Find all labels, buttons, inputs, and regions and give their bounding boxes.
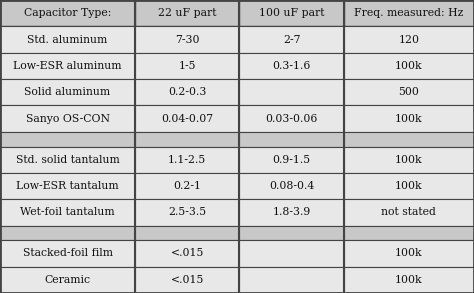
Text: 0.03-0.06: 0.03-0.06: [265, 114, 318, 124]
Text: 100k: 100k: [395, 61, 423, 71]
Bar: [135, 132, 239, 146]
Bar: [344, 79, 474, 105]
Bar: [0, 267, 135, 293]
Bar: [344, 132, 474, 146]
Bar: [344, 267, 474, 293]
Bar: [135, 226, 239, 240]
Text: 0.2-1: 0.2-1: [173, 181, 201, 191]
Text: Solid aluminum: Solid aluminum: [25, 87, 110, 97]
Text: 1-5: 1-5: [179, 61, 196, 71]
Bar: [344, 240, 474, 267]
Text: Wet-foil tantalum: Wet-foil tantalum: [20, 207, 115, 217]
Bar: [0, 53, 135, 79]
Bar: [135, 53, 239, 79]
Text: 2-7: 2-7: [283, 35, 300, 45]
Bar: [344, 199, 474, 226]
Bar: [135, 199, 239, 226]
Bar: [0, 132, 135, 146]
Bar: [239, 26, 344, 53]
Bar: [344, 0, 474, 26]
Bar: [135, 26, 239, 53]
Bar: [344, 226, 474, 240]
Bar: [0, 105, 135, 132]
Bar: [239, 226, 344, 240]
Text: Stacked-foil film: Stacked-foil film: [23, 248, 112, 258]
Text: Capacitor Type:: Capacitor Type:: [24, 8, 111, 18]
Text: 1.8-3.9: 1.8-3.9: [273, 207, 310, 217]
Bar: [239, 53, 344, 79]
Bar: [135, 146, 239, 173]
Bar: [239, 105, 344, 132]
Text: 0.2-0.3: 0.2-0.3: [168, 87, 206, 97]
Bar: [0, 0, 135, 26]
Text: 7-30: 7-30: [175, 35, 200, 45]
Bar: [135, 79, 239, 105]
Bar: [0, 173, 135, 199]
Bar: [135, 267, 239, 293]
Text: <.015: <.015: [171, 248, 204, 258]
Bar: [344, 53, 474, 79]
Bar: [239, 0, 344, 26]
Bar: [239, 240, 344, 267]
Text: 100k: 100k: [395, 248, 423, 258]
Text: 2.5-3.5: 2.5-3.5: [168, 207, 206, 217]
Bar: [135, 240, 239, 267]
Bar: [344, 26, 474, 53]
Bar: [239, 146, 344, 173]
Bar: [239, 173, 344, 199]
Bar: [344, 146, 474, 173]
Text: 100k: 100k: [395, 155, 423, 165]
Text: 100 uF part: 100 uF part: [259, 8, 324, 18]
Bar: [0, 226, 135, 240]
Bar: [0, 240, 135, 267]
Bar: [344, 105, 474, 132]
Bar: [0, 79, 135, 105]
Text: 100k: 100k: [395, 275, 423, 285]
Bar: [0, 26, 135, 53]
Bar: [0, 146, 135, 173]
Text: Std. solid tantalum: Std. solid tantalum: [16, 155, 119, 165]
Text: 100k: 100k: [395, 114, 423, 124]
Text: 500: 500: [398, 87, 419, 97]
Text: not stated: not stated: [382, 207, 436, 217]
Text: Low-ESR aluminum: Low-ESR aluminum: [13, 61, 122, 71]
Bar: [344, 173, 474, 199]
Text: Low-ESR tantalum: Low-ESR tantalum: [16, 181, 119, 191]
Bar: [135, 0, 239, 26]
Text: 1.1-2.5: 1.1-2.5: [168, 155, 206, 165]
Text: Freq. measured: Hz: Freq. measured: Hz: [354, 8, 464, 18]
Text: 120: 120: [398, 35, 419, 45]
Text: 0.04-0.07: 0.04-0.07: [161, 114, 213, 124]
Text: Sanyo OS-CON: Sanyo OS-CON: [26, 114, 109, 124]
Text: 22 uF part: 22 uF part: [158, 8, 217, 18]
Bar: [0, 199, 135, 226]
Bar: [239, 79, 344, 105]
Bar: [239, 199, 344, 226]
Text: Std. aluminum: Std. aluminum: [27, 35, 108, 45]
Text: Ceramic: Ceramic: [45, 275, 91, 285]
Bar: [135, 173, 239, 199]
Text: <.015: <.015: [171, 275, 204, 285]
Bar: [239, 267, 344, 293]
Text: 0.08-0.4: 0.08-0.4: [269, 181, 314, 191]
Text: 0.3-1.6: 0.3-1.6: [273, 61, 310, 71]
Bar: [135, 105, 239, 132]
Text: 0.9-1.5: 0.9-1.5: [273, 155, 310, 165]
Bar: [239, 132, 344, 146]
Text: 100k: 100k: [395, 181, 423, 191]
